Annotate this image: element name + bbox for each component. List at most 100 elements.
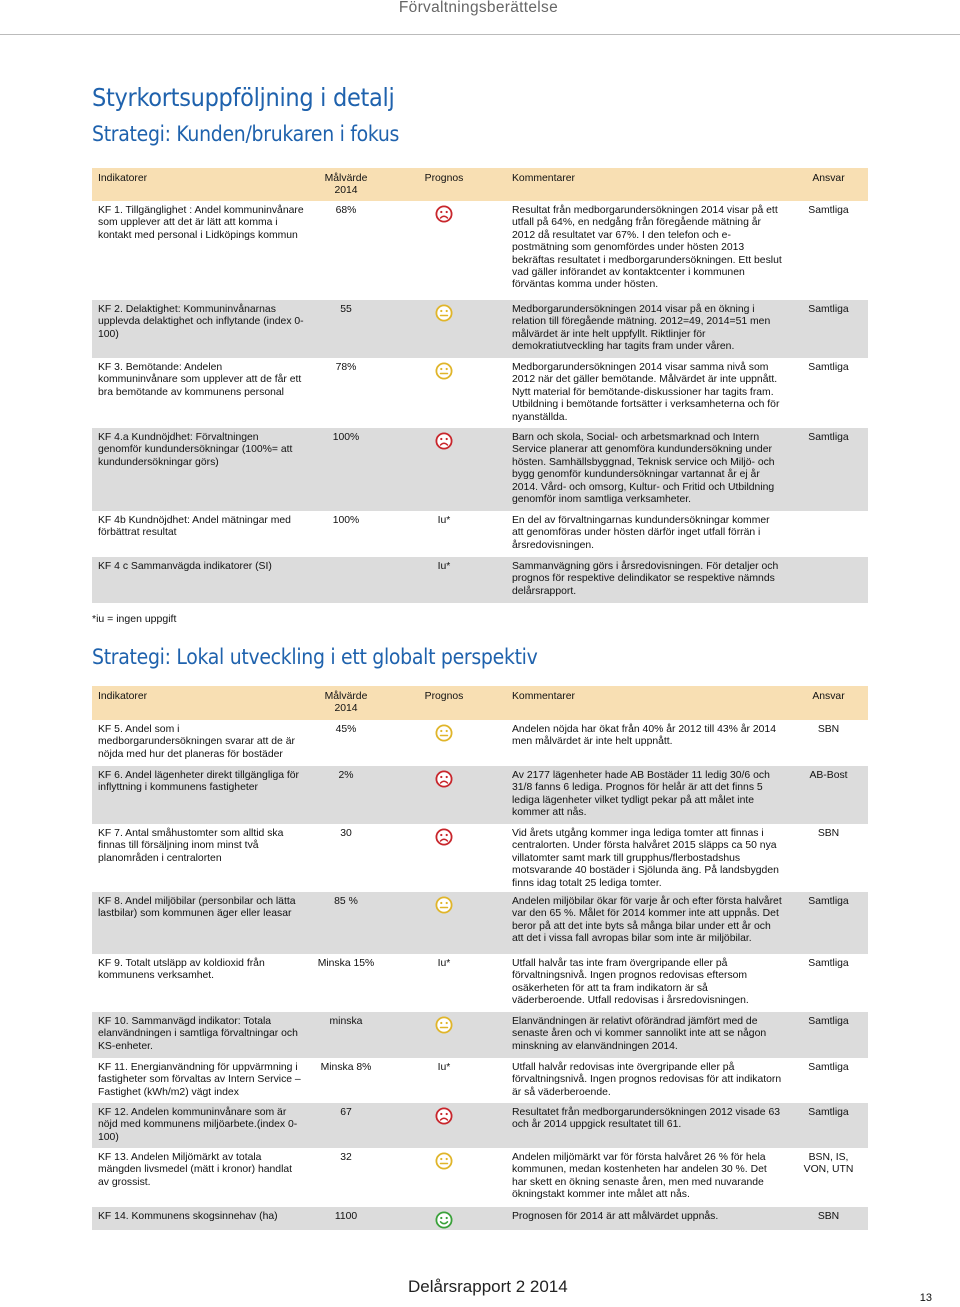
comment: Utfall halvår tas inte fram övergripande… — [512, 958, 749, 1007]
prognosis-icon — [435, 432, 453, 450]
page-number: 13 — [919, 1292, 932, 1304]
indicator: KF 12. Andelen kommuninvånare som är nöj… — [92, 1103, 310, 1148]
indicator-row: KF 10. Sammanvägd indikator: Totala elan… — [92, 1012, 868, 1058]
column-header: Prognos — [382, 168, 506, 201]
indicator-row: KF 12. Andelen kommuninvånare som är nöj… — [92, 1103, 868, 1148]
target: 78% — [335, 362, 357, 373]
indicator: KF 6. Andel lägenheter direkt tillgängli… — [92, 766, 310, 824]
comment: Barn och skola, Social- och arbetsmarkna… — [506, 428, 789, 511]
indicator-row: KF 9. Totalt utsläpp av koldioxid från k… — [92, 954, 868, 1012]
comment: Medborgarundersökningen 2014 visar på en… — [506, 300, 789, 358]
prognosis — [382, 358, 506, 428]
indicator-row: KF 4 c Sammanvägda indikatorer (SI) Iu* Sa… — [92, 557, 868, 603]
footer-report: Delårsrapport 2 2014 — [408, 1277, 568, 1296]
section-heading: Strategi: Kunden/brukaren i fokus — [92, 122, 400, 146]
indicator-row: KF 1. Tillgänglighet : Andel kommuninvån… — [92, 201, 868, 300]
section-heading: Strategi: Lokal utveckling i ett globalt… — [92, 645, 538, 669]
comment: Prognosen för 2014 är att målvärdet uppn… — [506, 1207, 789, 1230]
prognosis-icon — [435, 828, 453, 846]
responsible: Samtliga — [789, 428, 868, 511]
target: 32 — [340, 1152, 352, 1163]
comment: Resultat från medborgarundersökningen 20… — [512, 205, 782, 291]
prognosis — [382, 720, 506, 766]
indicator: KF 11. Energianvändning för uppvärmning … — [98, 1062, 301, 1098]
indicator: KF 8. Andel miljöbilar (personbilar och … — [92, 892, 310, 954]
comment: Andelen miljömärkt var för första halvår… — [512, 1152, 767, 1201]
responsible — [789, 557, 868, 603]
responsible: Samtliga — [808, 958, 849, 969]
header-section: Förvaltningsberättelse — [398, 0, 558, 16]
target: 100% — [310, 428, 382, 511]
scorecard-table: Indikatorer Målvärde 2014 Prognos Kommentar… — [92, 168, 868, 603]
prognosis-icon — [435, 724, 453, 742]
prognosis — [382, 824, 506, 892]
comment: Utfall halvår redovisas inte övergripand… — [512, 1062, 782, 1098]
column-header: Ansvar — [789, 168, 868, 201]
prognosis-icon — [435, 205, 453, 223]
comment: En del av förvaltningarnas kundundersökn… — [512, 515, 770, 551]
footnote: *iu = ingen uppgift — [92, 613, 177, 625]
prognosis — [382, 766, 506, 824]
target: 85 % — [310, 892, 382, 954]
indicator-row: KF 14. Kommunens skogsinnehav (ha) 1100 Pr… — [92, 1207, 868, 1230]
responsible: Samtliga — [789, 1103, 868, 1148]
indicator: KF 13. Andelen Miljömärkt av totala mäng… — [98, 1152, 293, 1188]
column-header: Ansvar — [789, 686, 868, 720]
prognosis-icon — [435, 1211, 453, 1229]
prognosis-icon — [435, 304, 453, 322]
indicator-row: KF 8. Andel miljöbilar (personbilar och … — [92, 892, 868, 954]
target: 30 — [340, 828, 352, 839]
indicator-row: KF 5. Andel som i medborgarundersökninge… — [92, 720, 868, 766]
target: 68% — [335, 205, 357, 216]
responsible: Samtliga — [789, 300, 868, 358]
indicator: KF 4.a Kundnöjdhet: Förvaltningen genomf… — [92, 428, 310, 511]
prognosis — [382, 428, 506, 511]
column-header: Målvärde 2014 — [310, 168, 382, 201]
indicator: KF 3. Bemötande: Andelen kommuninvånare … — [98, 362, 302, 398]
comment: Andelen nöjda har ökat från 40% år 2012 … — [512, 724, 776, 748]
scorecard-table: Indikatorer Målvärde 2014 Prognos Kommentar… — [92, 686, 868, 1230]
target: 100% — [332, 515, 360, 526]
responsible: SBN — [817, 724, 840, 735]
responsible: Samtliga — [789, 892, 868, 954]
responsible: SBN — [789, 1207, 868, 1230]
prognosis-icon — [435, 1152, 453, 1170]
target: 55 — [310, 300, 382, 358]
comment: Andelen miljöbilar ökar för varje år och… — [506, 892, 789, 954]
comment: Medborgarundersökningen 2014 visar samma… — [512, 362, 780, 423]
indicator-row: KF 11. Energianvändning för uppvärmning … — [92, 1058, 868, 1103]
target: 1100 — [310, 1207, 382, 1230]
indicator-row: KF 2. Delaktighet: Kommuninvånarnas uppl… — [92, 300, 868, 358]
prognosis-icon — [435, 770, 453, 788]
prognosis: Iu* — [437, 958, 451, 969]
indicator-row: KF 7. Antal småhustomter som alltid ska … — [92, 824, 868, 892]
column-header: Indikatorer — [92, 686, 310, 720]
prognosis — [382, 892, 506, 954]
header-bar: Förvaltningsberättelse — [0, 0, 960, 35]
responsible — [789, 511, 868, 557]
column-header: Prognos — [382, 686, 506, 720]
prognosis: Iu* — [437, 1062, 451, 1073]
responsible: BSN, IS, VON, UTN — [803, 1152, 854, 1176]
column-header: Målvärde 2014 — [310, 686, 382, 720]
indicator: KF 2. Delaktighet: Kommuninvånarnas uppl… — [92, 300, 310, 358]
indicator-row: KF 13. Andelen Miljömärkt av totala mäng… — [92, 1148, 868, 1207]
prognosis — [382, 1207, 506, 1230]
responsible: Samtliga — [789, 1012, 868, 1058]
indicator: KF 5. Andel som i medborgarundersökninge… — [98, 724, 295, 760]
indicator-row: KF 4b Kundnöjdhet: Andel mätningar med f… — [92, 511, 868, 557]
prognosis-icon — [435, 362, 453, 380]
prognosis — [382, 1012, 506, 1058]
header-row: Indikatorer Målvärde 2014 Prognos Kommentar… — [92, 168, 868, 201]
target: 2% — [310, 766, 382, 824]
target: 67 — [310, 1103, 382, 1148]
indicator-row: KF 4.a Kundnöjdhet: Förvaltningen genomf… — [92, 428, 868, 511]
comment: Sammanvägning görs i årsredovisningen. F… — [506, 557, 789, 603]
prognosis-icon — [435, 1107, 453, 1125]
responsible: Samtliga — [808, 1062, 849, 1073]
prognosis-icon — [435, 1016, 453, 1034]
indicator-row: KF 3. Bemötande: Andelen kommuninvånare … — [92, 358, 868, 428]
target: minska — [310, 1012, 382, 1058]
